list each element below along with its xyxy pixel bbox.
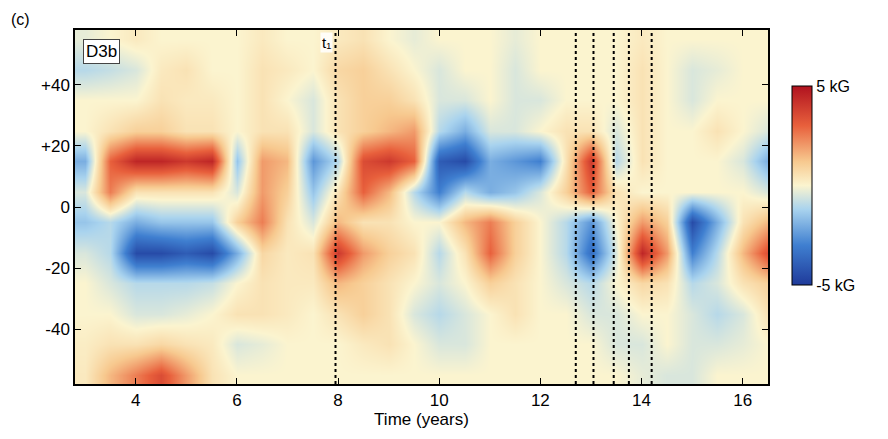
svg-text:12: 12 [531, 391, 550, 410]
svg-text:16: 16 [733, 391, 752, 410]
svg-text:6: 6 [232, 391, 241, 410]
svg-text:4: 4 [131, 391, 140, 410]
svg-text:Time (years): Time (years) [374, 410, 469, 429]
svg-text:t₁: t₁ [322, 34, 331, 51]
svg-text:5 kG: 5 kG [816, 78, 850, 95]
svg-text:+20: +20 [41, 137, 70, 156]
svg-text:(c): (c) [11, 11, 30, 28]
svg-text:14: 14 [632, 391, 651, 410]
svg-text:-40: -40 [45, 320, 70, 339]
svg-text:8: 8 [333, 391, 342, 410]
svg-text:10: 10 [430, 391, 449, 410]
svg-text:-20: -20 [45, 259, 70, 278]
svg-text:-5 kG: -5 kG [816, 277, 855, 294]
svg-text:0: 0 [60, 198, 69, 217]
svg-text:+40: +40 [41, 76, 70, 95]
svg-text:D3b: D3b [86, 42, 117, 61]
